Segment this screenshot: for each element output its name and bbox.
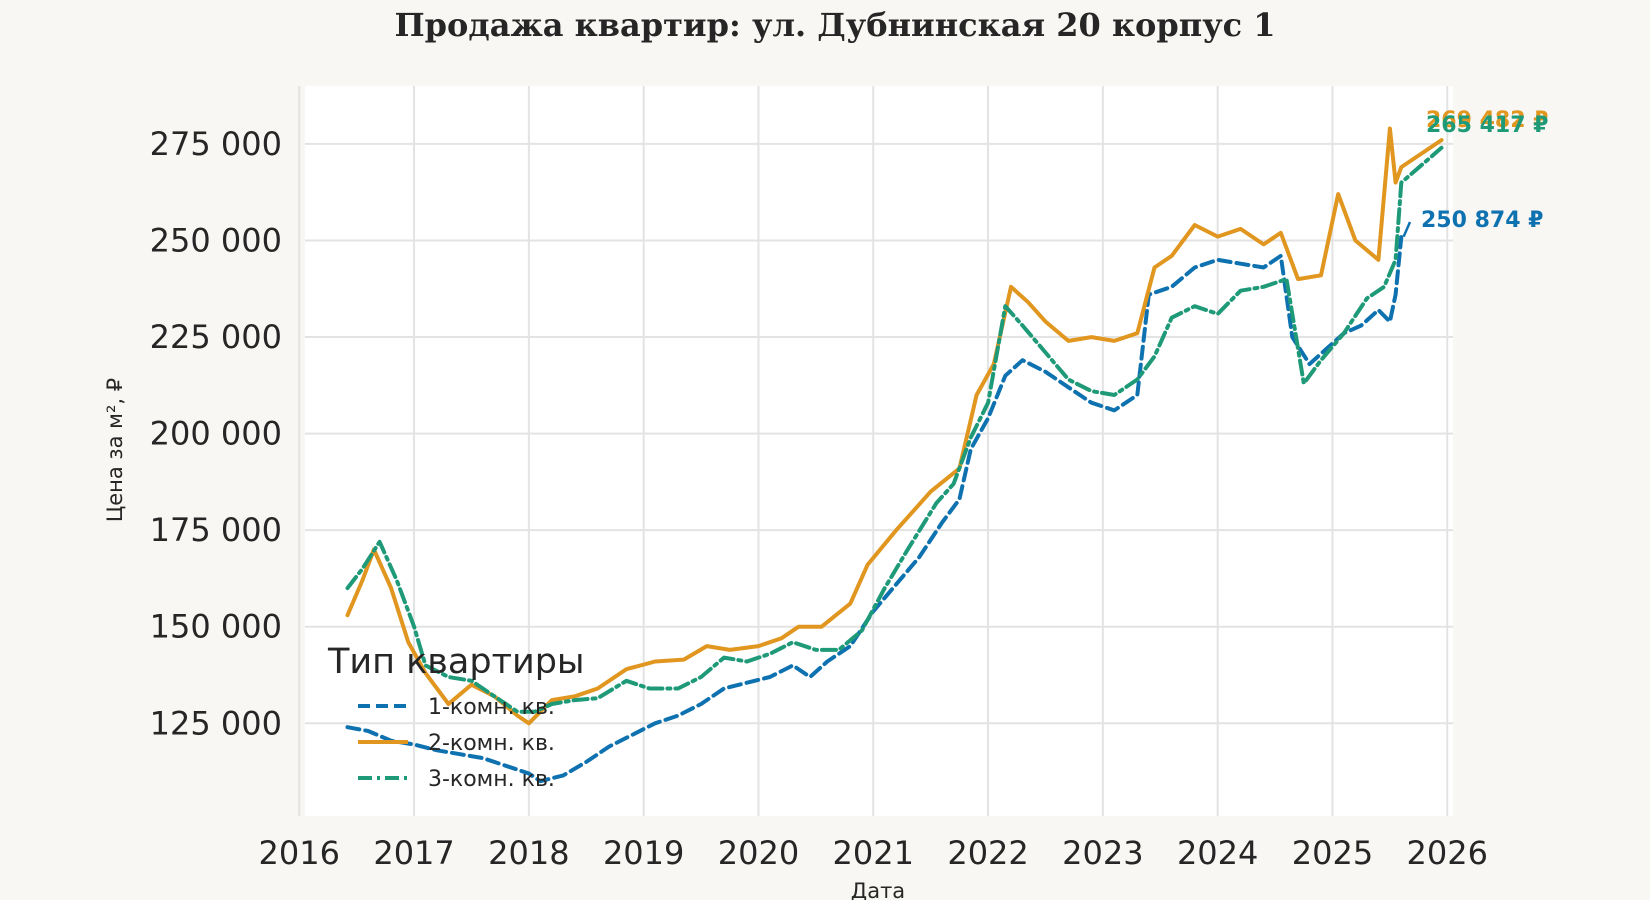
y-tick-label: 225 000 bbox=[150, 318, 282, 356]
end-label-1-arrow bbox=[1402, 221, 1412, 238]
legend-title: Тип квартиры bbox=[327, 642, 585, 682]
legend-label-2: 2-комн. кв. bbox=[428, 731, 555, 756]
y-tick-label: 125 000 bbox=[150, 704, 282, 742]
x-tick-label: 2018 bbox=[488, 834, 569, 872]
series-line-3 bbox=[345, 145, 1444, 714]
x-tick-label: 2022 bbox=[947, 834, 1028, 872]
x-tick-label: 2025 bbox=[1292, 834, 1373, 872]
end-label-2: 269 482 ₽ bbox=[1426, 108, 1548, 133]
y-tick-label: 200 000 bbox=[150, 415, 282, 453]
grid bbox=[298, 86, 1453, 816]
series-line-2 bbox=[345, 126, 1444, 726]
x-tick-label: 2019 bbox=[603, 834, 684, 872]
chart-title: Продажа квартир: ул. Дубнинская 20 корпу… bbox=[394, 6, 1275, 44]
legend: Тип квартиры 1-комн. кв. 2-комн. кв. 3-ком… bbox=[327, 642, 585, 792]
series-line-1 bbox=[345, 235, 1404, 784]
y-tick-label: 275 000 bbox=[150, 125, 282, 163]
x-tick-label: 2026 bbox=[1407, 834, 1488, 872]
x-tick-label: 2017 bbox=[373, 834, 454, 872]
x-tick-label: 2023 bbox=[1062, 834, 1143, 872]
end-label-3: 265 417 ₽ bbox=[1426, 113, 1548, 138]
y-tick-label: 150 000 bbox=[150, 608, 282, 646]
legend-label-1: 1-комн. кв. bbox=[428, 695, 555, 720]
x-tick-label: 2021 bbox=[833, 834, 914, 872]
tick-labels: 2016 2017 2018 2019 2020 2021 2022 2023 2024 2025… bbox=[150, 125, 1488, 872]
x-tick-label: 2024 bbox=[1177, 834, 1258, 872]
legend-label-3: 3-комн. кв. bbox=[428, 767, 555, 792]
y-tick-label: 250 000 bbox=[150, 221, 282, 259]
x-tick-label: 2020 bbox=[718, 834, 799, 872]
series-layer bbox=[345, 126, 1444, 784]
x-tick-label: 2016 bbox=[259, 834, 340, 872]
y-tick-label: 175 000 bbox=[150, 511, 282, 549]
x-axis-label: Дата bbox=[851, 879, 905, 900]
plot-area bbox=[305, 86, 1453, 816]
end-labels: 250 874 ₽ 269 482 ₽265 417 ₽ bbox=[1402, 108, 1548, 238]
end-label-1: 250 874 ₽ bbox=[1421, 208, 1543, 233]
y-axis-label: Цена за м², ₽ bbox=[103, 378, 127, 522]
